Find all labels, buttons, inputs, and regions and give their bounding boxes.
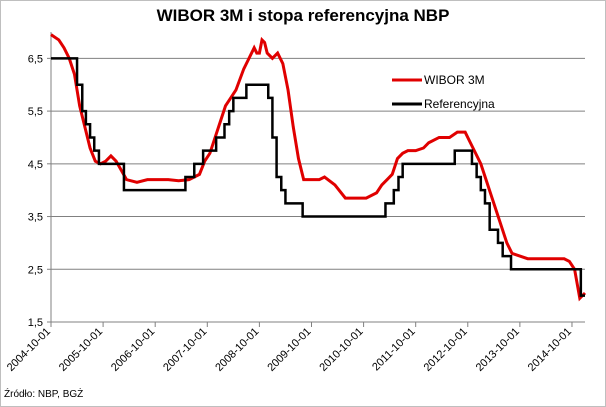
series-lines	[50, 33, 587, 302]
x-tick-label: 2010-10-01	[317, 326, 365, 374]
y-axis: 1,5 2,5 3,5 4,5 5,5 6,5	[28, 32, 52, 329]
x-tick-label: 2012-10-01	[422, 326, 470, 374]
x-tick-label: 2013-10-01	[474, 326, 522, 374]
x-tick-label: 2011-10-01	[370, 326, 418, 374]
x-tick-label: 2014-10-01	[526, 326, 574, 374]
x-tick-label: 2006-10-01	[109, 326, 157, 374]
chart-title: WIBOR 3M i stopa referencyjna NBP	[156, 6, 450, 25]
legend-label-referencyjna: Referencyjna	[424, 97, 495, 111]
x-tick-label: 2008-10-01	[213, 326, 261, 374]
source-note: Źródło: NBP, BGŻ	[4, 389, 84, 400]
y-tick-label: 6,5	[28, 53, 43, 65]
y-tick-label: 5,5	[28, 106, 43, 118]
x-tick-label: 2004-10-01	[5, 326, 53, 374]
x-axis: 2004-10-01 2005-10-01 2006-10-01 2007-10-01…	[5, 321, 585, 374]
legend-label-wibor-3m: WIBOR 3M	[424, 73, 485, 87]
y-tick-label: 3,5	[28, 212, 43, 224]
x-tick-label: 2009-10-01	[265, 326, 313, 374]
series-line-wibor-3m	[50, 33, 587, 302]
legend: WIBOR 3M Referencyjna	[392, 73, 495, 111]
series-line-referencyjna	[51, 57, 585, 297]
y-tick-label: 2,5	[28, 264, 43, 276]
y-tick-label: 4,5	[28, 159, 43, 171]
x-tick-label: 2007-10-01	[161, 326, 209, 374]
x-tick-label: 2005-10-01	[57, 326, 105, 374]
y-tick-label: 1,5	[28, 317, 43, 329]
